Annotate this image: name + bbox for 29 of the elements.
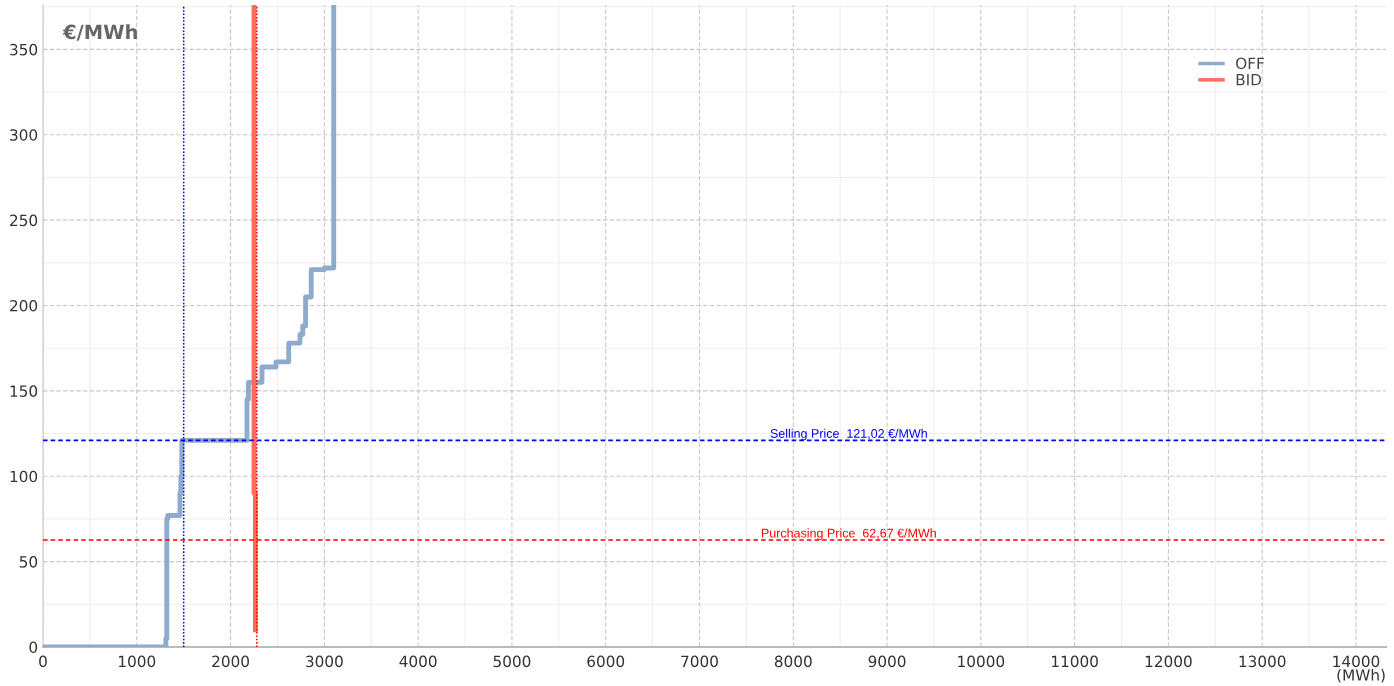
x-tick-label: 11000 [1052,655,1098,668]
x-tick-label: 12000 [1145,655,1192,668]
x-tick-label: 8000 [774,655,812,668]
x-tick-label: 13000 [1239,655,1286,668]
ref-line-label: Selling Price 121,02 €/MWh [770,428,927,441]
x-tick-label: 6000 [587,655,625,668]
x-tick-label: 10000 [958,655,1005,668]
x-axis-title: (MWh) [1337,669,1385,683]
legend-label: BID [1236,74,1262,86]
y-tick-label: 100 [10,470,38,483]
x-tick-label: 3000 [306,655,343,668]
x-tick-label: 14000 [1333,655,1380,668]
x-tick-label: 1000 [119,655,156,668]
y-axis-title: €/MWh [62,24,137,41]
x-tick-label: 4000 [399,655,437,668]
x-tick-label: 9000 [868,655,906,668]
y-tick-label: 50 [19,556,38,568]
y-tick-label: 350 [10,43,38,56]
y-tick-label: 250 [10,214,38,227]
x-tick-label: 7000 [681,655,718,668]
legend-label: OFF [1236,57,1264,70]
y-tick-label: 300 [10,129,38,141]
x-tick-label: 5000 [493,655,531,668]
ref-line-label: Purchasing Price 62,67 €/MWh [761,528,936,540]
y-tick-label: 200 [10,299,38,312]
x-tick-label: 0 [39,655,47,668]
x-tick-label: 2000 [212,655,249,668]
y-tick-label: 150 [10,385,38,397]
y-tick-label: 0 [29,641,38,654]
